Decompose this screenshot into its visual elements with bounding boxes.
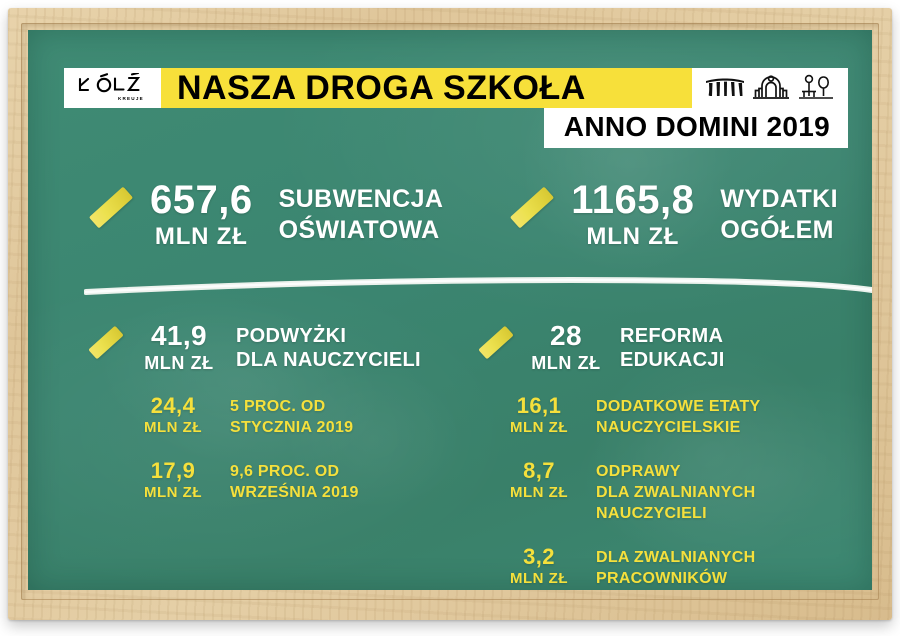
top-statistics: 657,6 MLN ZŁ SUBWENCJA OŚWIATOWA 1165,8 … <box>88 180 838 249</box>
stat-value: 657,6 <box>150 178 253 222</box>
stat-number-block: 1165,8 MLN ZŁ <box>571 180 694 249</box>
sub-unit: MLN ZŁ <box>510 484 568 501</box>
sub-number-block: 8,7 MLN ZŁ <box>500 458 578 501</box>
sub-value: 8,7 <box>523 458 555 483</box>
column-reforma: 28 MLN ZŁ REFORMA EDUKACJI 16,1 MLN ZŁ D… <box>452 322 842 590</box>
stat-subwencja-oswiatowa: 657,6 MLN ZŁ SUBWENCJA OŚWIATOWA <box>88 180 443 249</box>
group-number-block: 41,9 MLN ZŁ <box>138 320 220 373</box>
group-label: REFORMA EDUKACJI <box>620 322 725 373</box>
lamp-tree-icon <box>799 74 833 99</box>
chalk-divider <box>84 277 872 295</box>
wooden-frame: KREUJE NASZA DROGA SZKOŁA <box>8 8 892 620</box>
sub-number-block: 3,2 MLN ZŁ <box>500 544 578 588</box>
list-item: 8,7 MLN ZŁ ODPRAWY DLA ZWALNIANYCH NAUCZ… <box>478 460 842 524</box>
sub-label-line-2: DLA ZWALNIANYCH <box>596 484 756 502</box>
sub-label-line-1: DODATKOWE ETATY <box>596 397 761 415</box>
stat-number-block: 657,6 MLN ZŁ <box>150 180 253 249</box>
column-podwyzki: 41,9 MLN ZŁ PODWYŻKI DLA NAUCZYCIELI 24,… <box>88 322 452 590</box>
group-header-reforma: 28 MLN ZŁ REFORMA EDUKACJI <box>478 322 842 373</box>
sub-number-block: 16,1 MLN ZŁ <box>500 392 578 436</box>
stat-unit: MLN ZŁ <box>154 223 248 250</box>
subtitle-band: ANNO DOMINI 2019 <box>543 108 848 148</box>
chalk-stick-icon <box>478 325 514 360</box>
sub-value: 17,9 <box>150 458 196 483</box>
group-header-podwyzki: 41,9 MLN ZŁ PODWYŻKI DLA NAUCZYCIELI <box>88 322 452 373</box>
chalk-stick-icon <box>88 186 134 229</box>
group-unit: MLN ZŁ <box>144 353 214 373</box>
chalkboard: KREUJE NASZA DROGA SZKOŁA <box>28 30 872 590</box>
group-value: 41,9 <box>150 320 208 351</box>
sub-number-block: 17,9 MLN ZŁ <box>134 458 212 501</box>
header-icons <box>692 68 848 108</box>
group-label-line-2: DLA NAUCZYCIELI <box>236 349 421 372</box>
header-row: KREUJE NASZA DROGA SZKOŁA <box>64 68 848 108</box>
sub-label: ODPRAWY DLA ZWALNIANYCH NAUCZYCIELI <box>596 460 755 524</box>
sub-label: 5 PROC. OD STYCZNIA 2019 <box>230 395 353 438</box>
group-label-line-2: EDUKACJI <box>620 349 725 372</box>
viaduct-icon <box>706 78 744 96</box>
group-label-line-1: PODWYŻKI <box>236 325 347 347</box>
sub-unit: MLN ZŁ <box>144 418 202 436</box>
group-number-block: 28 MLN ZŁ <box>528 320 604 373</box>
chalk-stick-icon <box>88 325 124 360</box>
stat-wydatki-ogolem: 1165,8 MLN ZŁ WYDATKI OGÓŁEM <box>509 180 838 249</box>
stat-label: WYDATKI OGÓŁEM <box>720 180 838 246</box>
lower-columns: 41,9 MLN ZŁ PODWYŻKI DLA NAUCZYCIELI 24,… <box>88 322 842 590</box>
sub-value: 3,2 <box>523 544 555 570</box>
sub-value: 24,4 <box>150 392 196 418</box>
sub-label-line-2: STYCZNIA 2019 <box>230 418 354 436</box>
group-unit: MLN ZŁ <box>531 353 601 373</box>
gate-arch-icon <box>753 75 789 99</box>
group-label-line-1: REFORMA <box>620 325 724 347</box>
sub-label-line-1: 5 PROC. OD <box>230 397 326 415</box>
sub-label: DODATKOWE ETATY NAUCZYCIELSKIE <box>596 395 760 438</box>
stat-label: SUBWENCJA OŚWIATOWA <box>279 180 444 246</box>
stat-label-line-2: OŚWIATOWA <box>278 216 440 244</box>
sub-label-line-3: NAUCZYCIELI <box>596 505 707 523</box>
sub-label-line-1: ODPRAWY <box>596 463 681 480</box>
page-title: NASZA DROGA SZKOŁA <box>177 69 586 107</box>
group-value: 28 <box>550 320 582 351</box>
sub-unit: MLN ZŁ <box>510 570 568 588</box>
page-subtitle: ANNO DOMINI 2019 <box>563 111 830 142</box>
stat-label-line-1: WYDATKI <box>720 185 838 213</box>
lodz-logo-icon: KREUJE <box>78 73 144 101</box>
group-label: PODWYŻKI DLA NAUCZYCIELI <box>236 322 421 373</box>
list-item: 24,4 MLN ZŁ 5 PROC. OD STYCZNIA 2019 <box>88 392 452 438</box>
list-item: 17,9 MLN ZŁ 9,6 PROC. OD WRZEŚNIA 2019 <box>88 460 452 503</box>
sub-label-line-1: 9,6 PROC. OD <box>230 463 340 480</box>
svg-text:KREUJE: KREUJE <box>118 96 144 101</box>
lodz-logo: KREUJE <box>64 68 161 108</box>
stat-label-line-2: OGÓŁEM <box>720 216 834 244</box>
sub-number-block: 24,4 MLN ZŁ <box>134 392 212 436</box>
stat-label-line-1: SUBWENCJA <box>278 185 444 213</box>
sub-label-line-2: NAUCZYCIELSKIE <box>596 418 741 436</box>
stat-value: 1165,8 <box>571 178 695 222</box>
stat-unit: MLN ZŁ <box>586 223 680 250</box>
sub-label-line-2: WRZEŚNIA 2019 <box>230 484 359 502</box>
sub-value: 16,1 <box>516 392 562 418</box>
sub-label: 9,6 PROC. OD WRZEŚNIA 2019 <box>230 460 359 503</box>
list-item: 16,1 MLN ZŁ DODATKOWE ETATY NAUCZYCIELSK… <box>478 392 842 438</box>
sub-unit: MLN ZŁ <box>510 418 568 436</box>
list-item: 3,2 MLN ZŁ DLA ZWALNIANYCH PRACOWNIKÓW N… <box>478 546 842 590</box>
sub-label: DLA ZWALNIANYCH PRACOWNIKÓW NIEPEDAGOGIC… <box>596 546 781 590</box>
sub-unit: MLN ZŁ <box>144 484 202 501</box>
sub-label-line-2: PRACOWNIKÓW <box>596 570 728 588</box>
title-band: NASZA DROGA SZKOŁA <box>161 68 692 108</box>
sub-label-line-1: DLA ZWALNIANYCH <box>596 549 756 567</box>
chalk-stick-icon <box>510 186 555 229</box>
